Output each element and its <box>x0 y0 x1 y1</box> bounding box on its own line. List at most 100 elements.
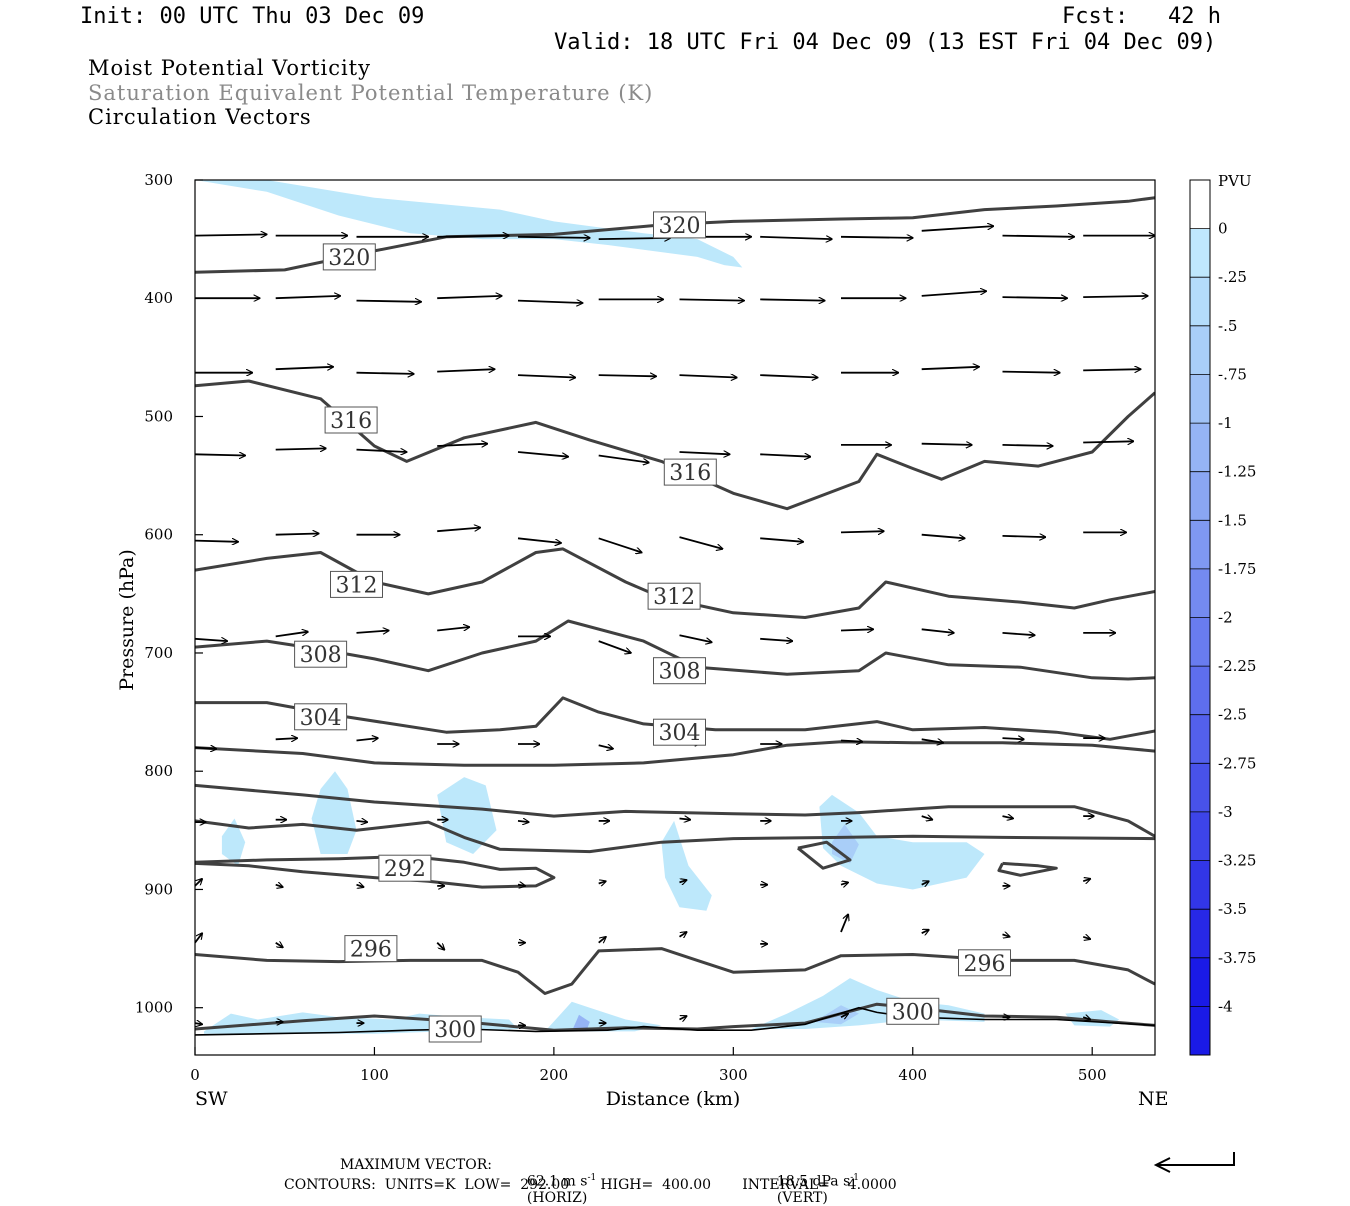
contour-304-4 <box>195 696 1155 741</box>
contour-label-1: 320 <box>653 211 706 239</box>
vector-18 <box>679 299 745 300</box>
legend-level-label: -3 <box>1218 803 1233 821</box>
reference-vector-icon <box>1153 1152 1235 1173</box>
vector-49 <box>275 534 319 535</box>
vector-13 <box>275 296 341 298</box>
contour-labels: 320 320 316 316 312 312 308 308 304 304 292 296 296 3… <box>294 211 1011 1043</box>
vector-28 <box>517 375 575 377</box>
vector-40 <box>517 451 568 457</box>
pvu-legend: 0 -.25 -.5 -.75 -1 -1.25 -1.5 -1.75 -2 -2.25 -2.5 -… <box>1189 179 1256 1056</box>
pv-region-10 <box>751 978 985 1029</box>
vector-82 <box>1002 738 1025 739</box>
contour-label-text: 300 <box>892 1000 934 1025</box>
y-tick-label: 800 <box>144 762 173 780</box>
forecast-hour: Fcst: 42 h <box>1062 4 1221 29</box>
max-horiz-number: 62.1 m s <box>526 1173 588 1190</box>
vector-51 <box>437 528 480 533</box>
vector-68 <box>840 629 873 630</box>
vector-26 <box>356 373 414 374</box>
vector-48 <box>195 541 238 542</box>
contour-label-text: 320 <box>328 246 370 271</box>
vector-88 <box>517 821 529 822</box>
vector-72 <box>195 748 217 749</box>
x-tick-label: 200 <box>540 1066 569 1084</box>
legend-level-label: -1.25 <box>1218 463 1256 481</box>
legend-level-label: -.25 <box>1218 268 1247 286</box>
contour-label-10: 292 <box>378 854 432 882</box>
vector-16 <box>517 301 583 303</box>
vector-93 <box>921 816 933 820</box>
horiz-exponent: -1 <box>587 1173 597 1183</box>
contour-label-box <box>330 570 383 598</box>
vector-110 <box>436 942 444 950</box>
contour-label-4: 312 <box>330 570 383 598</box>
y-tick-label: 1000 <box>135 999 173 1017</box>
contour-292-8 <box>195 854 556 889</box>
legend-swatch-16 <box>1190 957 1210 1007</box>
contour-label-0: 320 <box>322 243 376 271</box>
contour-label-text: 296 <box>350 938 392 963</box>
vector-23 <box>1083 296 1148 297</box>
contour-label-5: 312 <box>647 582 701 610</box>
vector-46 <box>1002 445 1053 446</box>
contour-label-box <box>958 949 1011 977</box>
y-tick-label: 600 <box>144 526 173 544</box>
vector-80 <box>840 741 863 742</box>
x-right-label: NE <box>1138 1088 1169 1110</box>
legend-swatch-1 <box>1190 228 1210 278</box>
contour-label-text: 312 <box>336 573 378 598</box>
vector-100 <box>517 885 525 886</box>
pv-region-5 <box>819 794 985 890</box>
circulation-vectors <box>195 226 1155 1025</box>
legend-level-label: -3.75 <box>1218 949 1256 967</box>
theta-es-contours <box>195 196 1155 1032</box>
vector-54 <box>679 536 723 549</box>
vector-34 <box>1002 372 1060 373</box>
legend-level-label: -.5 <box>1218 317 1237 335</box>
vector-29 <box>598 375 657 376</box>
legend-swatch-6 <box>1190 471 1210 521</box>
vector-63 <box>437 627 469 632</box>
legend-level-label: -2.5 <box>1218 706 1247 724</box>
vector-62 <box>356 631 389 633</box>
vector-65 <box>598 640 631 653</box>
vector-86 <box>356 821 368 822</box>
vector-31 <box>760 375 818 377</box>
contour-label-box <box>663 458 717 486</box>
contour-label-text: 304 <box>659 721 701 746</box>
title-vectors: Circulation Vectors <box>88 105 312 129</box>
vector-42 <box>679 452 730 454</box>
vector-9 <box>921 226 994 232</box>
contour-label-box <box>324 406 378 434</box>
pv-region-2 <box>437 777 497 854</box>
vector-70 <box>1002 633 1035 635</box>
legend-level-label: -.75 <box>1218 365 1247 383</box>
contour-label-box <box>428 1015 482 1043</box>
y-tick-label: 400 <box>144 289 173 307</box>
legend-swatch-4 <box>1190 374 1210 424</box>
legend-level-label: -3.5 <box>1218 900 1247 918</box>
contour-label-box <box>294 640 348 668</box>
pv-region-3 <box>221 818 246 866</box>
vector-118 <box>1082 937 1090 939</box>
vector-107 <box>1082 879 1090 881</box>
contour-label-box <box>647 582 701 610</box>
vector-43 <box>760 454 810 456</box>
contour-closed-1 <box>997 861 1058 877</box>
contour-label-7: 308 <box>653 657 706 685</box>
vector-94 <box>1002 816 1014 818</box>
vert-exponent: -1 <box>850 1173 860 1183</box>
legend-level-label: 0 <box>1218 220 1228 238</box>
vector-61 <box>275 632 308 638</box>
vector-124 <box>679 1016 687 1020</box>
max-horiz-value: 62.1 m s-1 (HORIZ) <box>518 1157 596 1206</box>
legend-level-label: -3.25 <box>1218 852 1256 870</box>
legend-swatch-2 <box>1190 277 1210 327</box>
vector-47 <box>1083 441 1133 442</box>
y-tick-label: 900 <box>144 880 173 898</box>
x-tick-label: 100 <box>360 1066 389 1084</box>
contour-label-box <box>322 243 376 271</box>
vector-15 <box>437 296 502 298</box>
vector-25 <box>275 367 334 369</box>
